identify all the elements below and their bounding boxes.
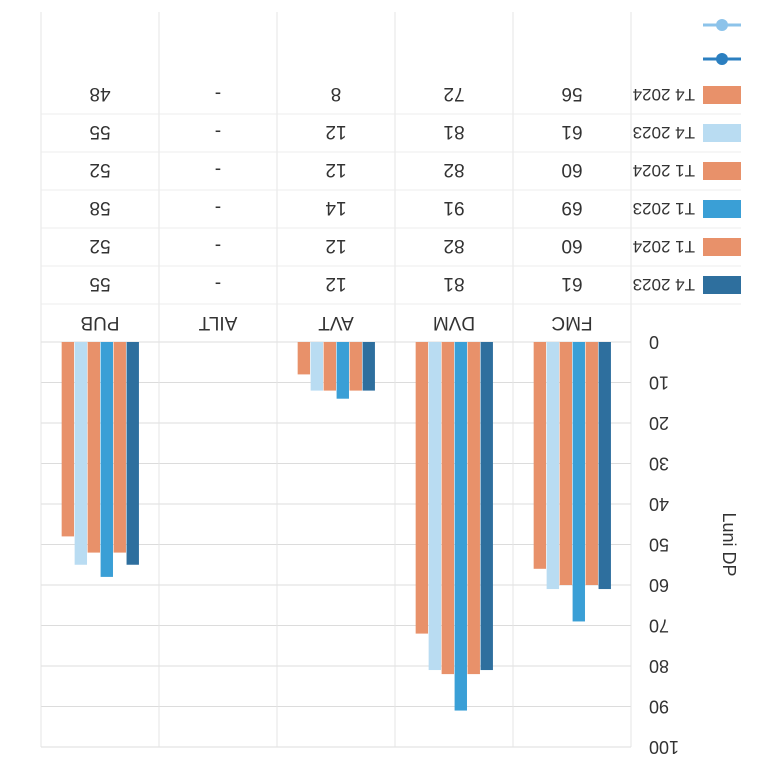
bar (126, 342, 139, 565)
data-table-value: 69 (561, 197, 582, 218)
data-table-value: 82 (443, 235, 464, 256)
y-tick-label: 60 (649, 575, 669, 595)
bar (572, 342, 585, 622)
bar (559, 342, 572, 585)
data-table-value: 60 (561, 159, 582, 180)
bar (362, 342, 375, 391)
bar (100, 342, 113, 577)
bar (336, 342, 349, 399)
data-table-value: - (215, 273, 221, 294)
data-table-value: 81 (443, 273, 464, 294)
y-tick-label: 90 (649, 697, 669, 717)
data-table-value: 61 (561, 273, 582, 294)
data-table-value: - (215, 197, 221, 218)
bar (454, 342, 467, 711)
data-table-value: 12 (325, 159, 346, 180)
data-table-value: 12 (325, 273, 346, 294)
legend-swatch (703, 276, 741, 294)
data-table-value: 60 (561, 235, 582, 256)
category-label: AVT (318, 312, 354, 333)
legend-label: T1 2024 (633, 237, 695, 256)
data-table-value: 8 (331, 83, 342, 104)
data-table-value: - (215, 83, 221, 104)
bar (74, 342, 88, 565)
legend-swatch (703, 162, 741, 180)
bar (323, 342, 336, 391)
data-table-value: 72 (443, 83, 464, 104)
data-table-value: 56 (561, 83, 582, 104)
legend-label: T1 2023 (633, 199, 695, 218)
bar (480, 342, 493, 671)
legend-dot-marker (716, 53, 728, 65)
data-table-value: - (215, 121, 221, 142)
bar (113, 342, 126, 553)
legend-label: T4 2024 (633, 85, 695, 104)
data-table-value: 52 (89, 235, 110, 256)
bar (349, 342, 362, 391)
legend-dot-marker (716, 19, 728, 31)
y-tick-label: 100 (649, 737, 679, 757)
legend-swatch (703, 124, 741, 142)
bar (598, 342, 611, 590)
legend-swatch (703, 200, 741, 218)
bar (585, 342, 598, 585)
y-tick-label: 10 (649, 373, 669, 393)
y-tick-label: 80 (649, 656, 669, 676)
bar (310, 342, 324, 391)
bar (467, 342, 480, 675)
bar (428, 342, 442, 671)
data-table-value: 48 (89, 83, 110, 104)
legend-label: T4 2023 (633, 123, 695, 142)
data-table-value: 58 (89, 197, 110, 218)
bar (441, 342, 454, 675)
legend-label: T1 2024 (633, 161, 695, 180)
y-tick-label: 0 (649, 332, 659, 352)
category-label: DVM (433, 312, 475, 333)
category-label: AILT (198, 312, 237, 333)
data-table-value: 14 (325, 197, 347, 218)
bar (533, 342, 547, 569)
data-table-value: 81 (443, 121, 464, 142)
bar (415, 342, 429, 634)
y-axis-title: Luni DP (719, 512, 739, 576)
y-tick-label: 30 (649, 454, 669, 474)
bar (546, 342, 560, 590)
y-tick-label: 40 (649, 494, 669, 514)
data-table-value: - (215, 235, 221, 256)
bar (87, 342, 100, 553)
bar (61, 342, 75, 537)
data-table-value: 82 (443, 159, 464, 180)
data-table-value: 12 (325, 121, 346, 142)
y-tick-label: 50 (649, 535, 669, 555)
bar (297, 342, 311, 375)
category-label: FMC (551, 312, 592, 333)
data-table-value: 61 (561, 121, 582, 142)
category-label: PUB (80, 312, 119, 333)
legend-swatch (703, 238, 741, 256)
y-tick-label: 20 (649, 413, 669, 433)
y-tick-label: 70 (649, 616, 669, 636)
data-table-value: 55 (89, 121, 110, 142)
legend-swatch (703, 86, 741, 104)
data-table-value: 91 (443, 197, 464, 218)
legend-label: T4 2023 (633, 275, 695, 294)
data-table-value: - (215, 159, 221, 180)
data-table-value: 55 (89, 273, 110, 294)
data-table-value: 52 (89, 159, 110, 180)
data-table-value: 12 (325, 235, 346, 256)
